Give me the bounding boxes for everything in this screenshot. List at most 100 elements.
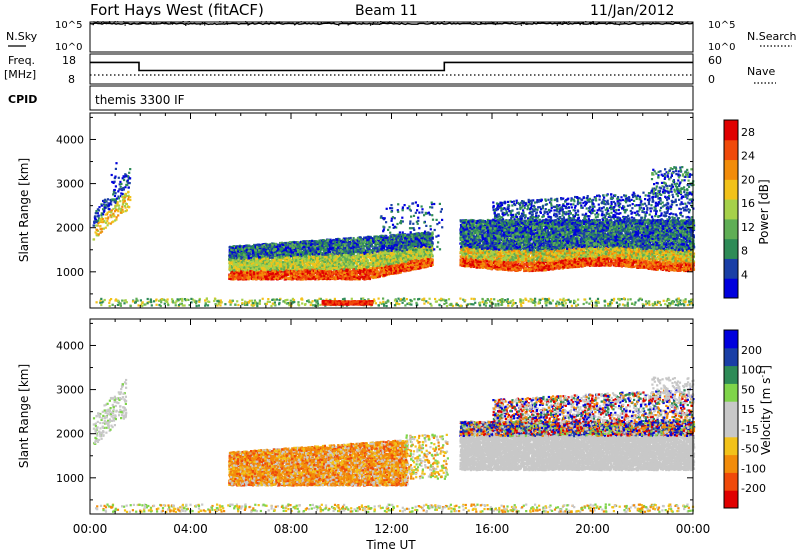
echo-point <box>664 303 666 305</box>
noise-search-point <box>156 23 157 24</box>
echo-point <box>147 302 149 304</box>
echo-point <box>120 212 122 214</box>
echo-point <box>501 302 503 304</box>
echo-point <box>104 204 106 206</box>
echo-point <box>575 305 577 307</box>
echo-point <box>96 233 98 235</box>
noise-search-point <box>270 21 271 22</box>
echo-point <box>100 304 102 306</box>
echo-point <box>427 302 429 304</box>
echo-point <box>124 173 126 175</box>
echo-point <box>683 304 685 306</box>
echo-point <box>101 205 103 207</box>
echo-point <box>360 298 362 300</box>
noise-search-point <box>374 21 375 22</box>
freq-ytick-bottom: 8 <box>68 73 75 86</box>
echo-point <box>269 301 271 303</box>
echo-point <box>96 229 98 231</box>
echo-point <box>251 300 253 302</box>
noise-search-point <box>153 22 154 23</box>
echo-point <box>114 219 116 221</box>
echo-point <box>609 303 611 305</box>
noise-search-point <box>342 22 343 23</box>
noise-search-point <box>692 22 693 23</box>
echo-point <box>218 303 220 305</box>
echo-point <box>121 196 123 198</box>
echo-point <box>609 301 611 303</box>
echo-point <box>679 299 681 301</box>
echo-point <box>320 298 322 300</box>
echo-point <box>115 185 117 187</box>
echo-point <box>100 218 102 220</box>
noise-search-point <box>97 21 98 22</box>
echo-point <box>513 302 515 304</box>
echo-point <box>565 299 567 301</box>
echo-point <box>129 177 131 179</box>
echo-point <box>490 298 492 300</box>
echo-point <box>126 301 128 303</box>
echo-point <box>256 305 258 307</box>
noise-search-point <box>268 24 269 25</box>
echo-point <box>462 299 464 301</box>
echo-point <box>114 201 116 203</box>
echo-point <box>288 304 290 306</box>
echo-point <box>195 300 197 302</box>
echo-point <box>127 180 129 182</box>
noise-search-point <box>204 24 205 25</box>
echo-point <box>207 304 209 306</box>
echo-point <box>345 303 347 305</box>
echo-point <box>443 303 445 305</box>
noise-search-point <box>380 23 381 24</box>
noise-search-point <box>485 23 486 24</box>
echo-point <box>126 209 128 211</box>
echo-point <box>120 305 122 307</box>
echo-point <box>111 199 113 201</box>
noise-search-point <box>682 22 683 23</box>
echo-point <box>343 302 345 304</box>
echo-point <box>638 299 640 301</box>
noise-search-point <box>673 21 674 22</box>
echo-point <box>624 304 626 306</box>
echo-point <box>594 305 596 307</box>
echo-point <box>105 214 107 216</box>
echo-point <box>95 210 97 212</box>
echo-point <box>502 298 504 300</box>
echo-point <box>216 300 218 302</box>
noise-search-point <box>394 22 395 23</box>
echo-point <box>520 299 522 301</box>
power-panel: 1000200030004000 Slant Range [km] 481216… <box>17 113 771 308</box>
echo-point <box>205 299 207 301</box>
echo-point <box>562 304 564 306</box>
echo-point <box>459 298 461 300</box>
echo-point <box>236 300 238 302</box>
noise-search-point <box>321 23 322 24</box>
echo-point <box>568 299 570 301</box>
echo-point <box>546 299 548 301</box>
noise-search-point <box>679 22 680 23</box>
echo-point <box>457 304 459 306</box>
noise-search-point <box>261 21 262 22</box>
echo-point <box>325 301 327 303</box>
echo-point <box>507 305 509 307</box>
echo-point <box>94 217 96 219</box>
echo-point <box>115 209 117 211</box>
echo-point <box>359 301 361 303</box>
echo-point <box>565 302 567 304</box>
noise-search-point <box>276 22 277 23</box>
echo-point <box>522 302 524 304</box>
noise-search-point <box>350 21 351 22</box>
echo-point <box>660 304 662 306</box>
echo-point <box>290 300 292 302</box>
echo-point <box>128 187 130 189</box>
echo-point <box>127 182 129 184</box>
echo-point <box>511 305 513 307</box>
echo-point <box>335 302 337 304</box>
echo-point <box>182 304 184 306</box>
noise-search-point <box>101 22 102 23</box>
noise-search-point <box>373 22 374 23</box>
echo-point <box>184 298 186 300</box>
echo-point <box>410 304 412 306</box>
noise-search-point <box>444 21 445 22</box>
echo-point <box>204 305 206 307</box>
echo-point <box>120 183 122 185</box>
